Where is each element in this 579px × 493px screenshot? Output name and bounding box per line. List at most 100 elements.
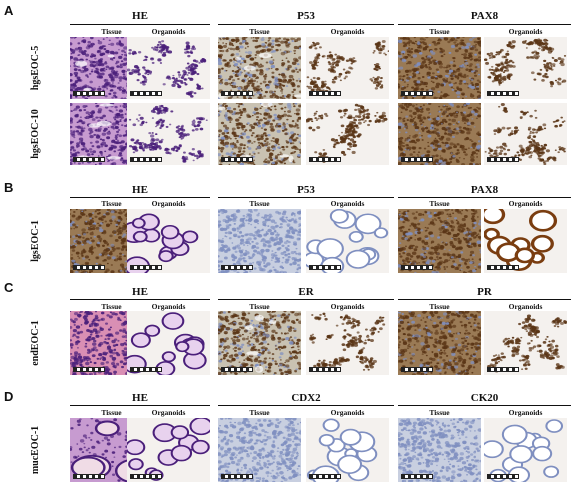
subheader-organoids: Organoids [508,408,543,417]
scale-bar [309,157,341,162]
panel-letter: D [4,389,14,404]
group-divider [70,197,210,198]
scale-bar [221,157,253,162]
subheader-organoids: Organoids [330,408,365,417]
subheader-tissue: Tissue [249,408,270,417]
group-divider [218,299,394,300]
group-divider [398,299,571,300]
group-divider [70,299,210,300]
subheader-organoids: Organoids [508,302,543,311]
group-title: HE [132,286,148,298]
subheader-organoids: Organoids [330,199,365,208]
scale-bar [401,157,433,162]
organoid-micrograph [306,103,389,165]
group-divider [218,24,394,25]
organoid-micrograph [127,103,210,165]
group-divider [218,405,394,406]
tissue-micrograph [218,103,301,165]
group-title: CK20 [470,392,499,404]
subheader-tissue: Tissue [101,199,122,208]
scale-bar [221,265,253,270]
group-title: PAX8 [470,184,499,196]
group-title: P53 [297,10,315,22]
subheader-organoids: Organoids [330,302,365,311]
organoid-micrograph [127,418,210,482]
scale-bar [401,91,433,96]
scale-bar [309,474,341,479]
scale-bar [221,91,253,96]
subheader-tissue: Tissue [101,408,122,417]
scale-bar [73,265,105,270]
tissue-micrograph [218,209,301,273]
subheader-organoids: Organoids [151,27,186,36]
tissue-micrograph [218,311,301,375]
subheader-organoids: Organoids [508,199,543,208]
sample-label: hgsEOC-5 [30,45,41,91]
group-title: HE [132,10,148,22]
subheader-organoids: Organoids [151,199,186,208]
tissue-micrograph [398,209,481,273]
tissue-micrograph [398,311,481,375]
tissue-micrograph [218,418,301,482]
tissue-micrograph [218,37,301,99]
subheader-organoids: Organoids [330,27,365,36]
group-divider [70,405,210,406]
group-divider [218,197,394,198]
subheader-tissue: Tissue [249,27,270,36]
subheader-tissue: Tissue [429,408,450,417]
group-divider [398,197,571,198]
scale-bar [130,91,162,96]
organoid-micrograph [127,209,210,273]
scale-bar [309,367,341,372]
subheader-tissue: Tissue [249,302,270,311]
organoid-micrograph [306,311,389,375]
panel-letter: A [4,3,14,18]
scale-bar [487,157,519,162]
tissue-micrograph [398,418,481,482]
subheader-tissue: Tissue [429,199,450,208]
sample-label: endEOC-1 [30,320,41,366]
scale-bar [130,367,162,372]
scale-bar [221,367,253,372]
scale-bar [401,474,433,479]
subheader-organoids: Organoids [508,27,543,36]
group-title: PAX8 [470,10,499,22]
organoid-micrograph [306,37,389,99]
scale-bar [487,367,519,372]
scale-bar [130,474,162,479]
subheader-tissue: Tissue [101,27,122,36]
scale-bar [73,367,105,372]
subheader-tissue: Tissue [429,27,450,36]
sample-label: lgsEOC-1 [30,220,41,262]
tissue-micrograph [398,37,481,99]
scale-bar [487,265,519,270]
group-title: CDX2 [291,392,321,404]
scale-bar [130,265,162,270]
subheader-tissue: Tissue [429,302,450,311]
organoid-micrograph [484,103,567,165]
organoid-micrograph [127,37,210,99]
organoid-micrograph [127,311,210,375]
subheader-tissue: Tissue [101,302,122,311]
scale-bar [73,91,105,96]
organoid-micrograph [484,209,567,273]
scale-bar [221,474,253,479]
group-divider [398,24,571,25]
scale-bar [401,367,433,372]
scale-bar [309,265,341,270]
group-divider [398,405,571,406]
subheader-tissue: Tissue [249,199,270,208]
sample-label: mucEOC-1 [30,425,41,475]
subheader-organoids: Organoids [151,408,186,417]
group-title: ER [298,286,314,298]
scale-bar [130,157,162,162]
organoid-micrograph [484,37,567,99]
scale-bar [73,474,105,479]
organoid-micrograph [306,209,389,273]
group-title: PR [477,286,492,298]
panel-letter: C [4,280,14,295]
organoid-micrograph [484,311,567,375]
organoid-micrograph [306,418,389,482]
sample-label: hgsEOC-10 [30,109,41,159]
group-title: HE [132,184,148,196]
